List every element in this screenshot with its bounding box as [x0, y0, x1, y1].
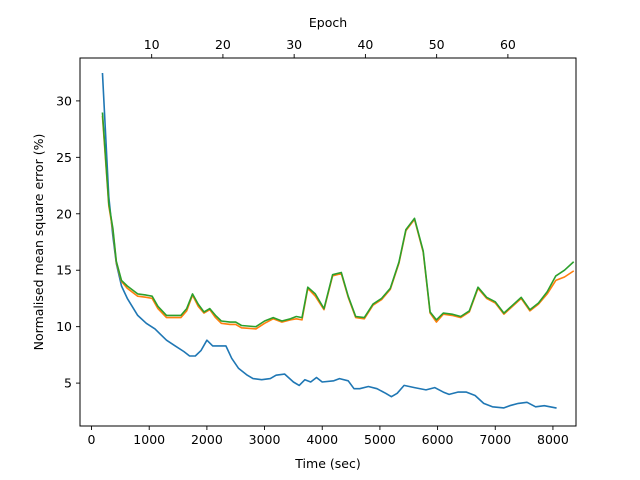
x-axis-label: Time (sec) — [294, 456, 360, 471]
y-tick-label: 15 — [56, 263, 72, 278]
y-tick-label: 5 — [64, 376, 72, 391]
top-axis-ticks: 10 20 30 40 50 60 — [144, 37, 516, 58]
y-axis-ticks: 5 10 15 20 25 30 — [56, 93, 80, 391]
x-tick-label: 4000 — [306, 432, 338, 447]
x-axis-ticks: 0 1000 2000 3000 4000 5000 6000 7000 8000 — [88, 426, 569, 447]
y-tick-label: 25 — [56, 150, 72, 165]
series-layer — [101, 72, 575, 409]
y-tick-label: 30 — [56, 93, 72, 108]
plot-frame — [79, 57, 577, 427]
top-tick-label: 10 — [144, 37, 160, 52]
x-tick-label: 1000 — [133, 432, 165, 447]
x-tick-label: 7000 — [479, 432, 511, 447]
series-line-1 — [101, 72, 557, 409]
x-tick-label: 6000 — [422, 432, 454, 447]
top-tick-label: 50 — [429, 37, 445, 52]
series-line-3 — [101, 112, 575, 328]
top-tick-label: 40 — [357, 37, 373, 52]
x-tick-label: 2000 — [191, 432, 223, 447]
y-tick-label: 20 — [56, 206, 72, 221]
y-tick-label: 10 — [56, 319, 72, 334]
y-axis-label: Normalised mean square error (%) — [31, 134, 46, 351]
x-tick-label: 3000 — [249, 432, 281, 447]
x-tick-label: 8000 — [537, 432, 569, 447]
top-axis-label: Epoch — [309, 15, 347, 30]
top-tick-label: 20 — [215, 37, 231, 52]
top-tick-label: 30 — [286, 37, 302, 52]
x-tick-label: 0 — [88, 432, 96, 447]
top-tick-label: 60 — [500, 37, 516, 52]
x-tick-label: 5000 — [364, 432, 396, 447]
